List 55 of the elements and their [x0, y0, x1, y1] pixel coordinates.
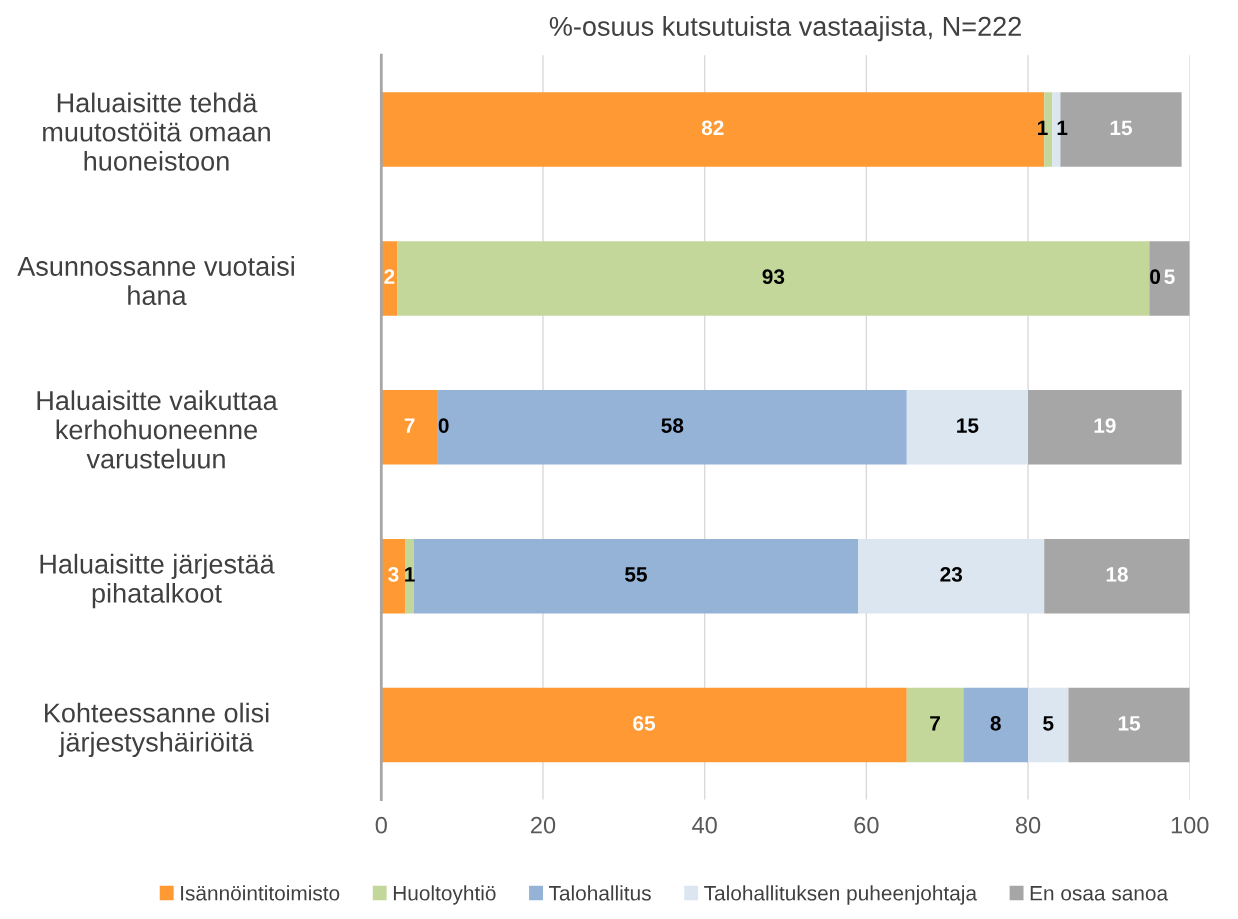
bar: [381, 538, 406, 614]
y-tick-label: Haluaisitte tehdä muutostöitä omaan huoneistoon: [43, 92, 270, 171]
data-label: 18: [1106, 567, 1128, 582]
x-tick-label: 80: [1015, 816, 1041, 834]
data-label: 58: [661, 418, 684, 433]
data-label: 1: [405, 567, 415, 582]
data-label: 15: [957, 418, 979, 433]
legend-label: Talohallituksen puheenjohtaja: [704, 885, 978, 905]
annotation: 0: [1150, 269, 1161, 285]
y-tick-label: Haluaisitte järjestää pihatalkoot: [40, 553, 275, 609]
data-label: 3: [388, 567, 399, 582]
data-label: 1: [1037, 120, 1048, 135]
bar: [437, 390, 907, 465]
bar: [1068, 687, 1190, 763]
data-label: 7: [930, 716, 940, 731]
chart-title: %-osuus kutsutuista vastaajista, N=222: [549, 16, 1021, 42]
y-tick-label: Haluaisitte vaikuttaa kerhohuoneenne varusteluun: [37, 390, 278, 469]
bar: [906, 390, 1029, 465]
data-label: 15: [1118, 716, 1141, 731]
data-label: 23: [940, 567, 963, 582]
bar: [381, 687, 907, 763]
y-tick-label: Kohteessanne olisi järjestyshäiriöitä: [45, 702, 269, 758]
y-tick-label: Asunnossanne vuotaisi hana: [17, 256, 294, 306]
bar: [858, 538, 1045, 614]
bar: [413, 538, 859, 614]
data-label: 8: [990, 715, 1001, 731]
bar: [1149, 241, 1190, 316]
data-label: 5: [1043, 716, 1054, 731]
bar: [381, 390, 438, 465]
legend-label: Talohallitus: [548, 885, 651, 901]
data-label: 2: [384, 269, 395, 284]
bar: [1028, 390, 1182, 465]
legend-label: Huoltoyhtiö: [393, 885, 496, 905]
bar: [906, 687, 964, 763]
x-tick-label: 60: [854, 816, 879, 834]
data-label: 5: [1164, 269, 1175, 285]
data-label: 1: [1057, 120, 1068, 135]
bar: [397, 241, 1150, 316]
bar: [1044, 538, 1190, 614]
data-label: 93: [762, 269, 785, 285]
x-tick-label: 100: [1171, 816, 1209, 834]
data-label: 19: [1094, 418, 1116, 433]
annotation: 0: [438, 418, 449, 433]
legend-label: En osaa sanoa: [1030, 886, 1169, 901]
bar: [963, 687, 1029, 763]
x-tick-label: 0: [375, 816, 387, 834]
data-label: 7: [404, 418, 415, 433]
data-label: 65: [633, 715, 656, 731]
data-label: 55: [625, 567, 647, 582]
legend-label: Isännöintitoimisto: [181, 885, 340, 901]
x-tick-label: 20: [531, 816, 556, 834]
bar: [1028, 687, 1069, 763]
x-tick-label: 40: [692, 816, 717, 834]
data-label: 15: [1110, 120, 1133, 136]
data-label: 82: [701, 120, 724, 136]
